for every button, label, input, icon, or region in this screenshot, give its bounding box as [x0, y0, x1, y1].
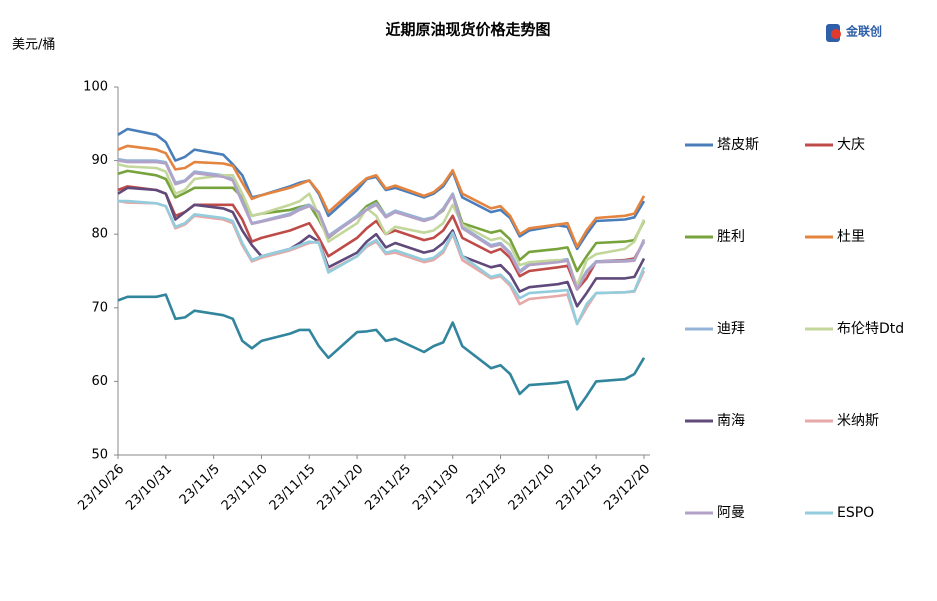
x-tick-label: 23/12/15	[554, 462, 606, 514]
y-tick-label: 80	[91, 227, 108, 242]
x-tick-label: 23/11/10	[219, 462, 271, 514]
y-tick-label: 70	[91, 300, 108, 315]
x-tick-label: 23/12/10	[506, 462, 558, 514]
y-tick-label: 50	[91, 448, 108, 463]
logo-icon	[831, 29, 841, 39]
logo-text: 金联创	[845, 24, 882, 39]
y-axis-label: 美元/桶	[12, 38, 55, 53]
legend-label: 塔皮斯	[717, 137, 759, 153]
x-tick-label: 23/10/26	[75, 462, 127, 514]
series-line	[117, 169, 646, 273]
legend-label: 迪拜	[717, 321, 745, 337]
chart-title: 近期原油现货价格走势图	[385, 21, 550, 39]
series-line	[117, 199, 646, 326]
x-tick-label: 23/10/31	[123, 462, 175, 514]
series-line	[117, 293, 646, 411]
legend-label: 阿曼	[717, 505, 745, 521]
legend-label: 米纳斯	[837, 413, 879, 429]
series-line	[117, 144, 646, 248]
series-line	[117, 186, 646, 308]
x-tick-label: 23/12/20	[601, 462, 653, 514]
x-tick-label: 23/11/20	[314, 462, 366, 514]
legend-label: 布伦特Dtd	[837, 321, 904, 337]
y-tick-label: 100	[83, 80, 108, 95]
series-line	[117, 159, 646, 291]
legend-label: 杜里	[837, 229, 865, 245]
x-tick-label: 23/11/30	[410, 462, 462, 514]
x-tick-label: 23/11/15	[267, 462, 319, 514]
x-tick-label: 23/12/5	[464, 462, 510, 508]
y-tick-label: 90	[91, 153, 108, 168]
legend-label: 胜利	[717, 229, 745, 245]
legend-label: 南海	[717, 413, 745, 429]
x-tick-label: 23/11/25	[362, 462, 414, 514]
logo: 金联创	[826, 24, 882, 42]
x-tick-label: 23/11/5	[177, 462, 223, 508]
legend-label: ESPO	[837, 505, 874, 521]
legend-label: 大庆	[837, 137, 865, 153]
series-line	[118, 199, 646, 326]
series-line	[117, 185, 646, 291]
y-tick-label: 60	[91, 374, 108, 389]
